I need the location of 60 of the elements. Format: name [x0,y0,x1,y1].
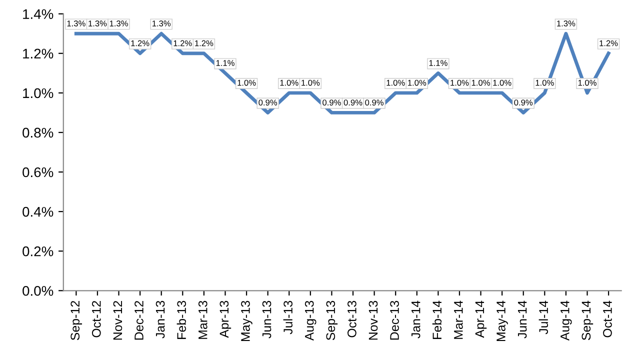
y-tick-label: 0.0% [22,286,54,296]
data-label: 1.0% [408,80,426,86]
data-label: 1.0% [450,80,469,86]
x-tick-label: Nov-13 [368,300,378,340]
x-tick-label: Oct-14 [603,300,612,338]
data-label: 1.0% [238,80,256,86]
x-tick-label: Sep-12 [70,300,82,340]
data-label: 1.2% [131,40,150,46]
y-tick-label: 0.2% [22,246,54,256]
x-tick-label: Jun-14 [518,300,527,338]
data-label: 1.1% [216,60,234,66]
y-tick-label: 0.6% [22,167,54,178]
x-tick-label: Jan-14 [412,300,420,338]
x-tick-label: Jul-13 [283,300,292,334]
x-tick-label: Apr-14 [475,300,487,338]
data-label: 0.9% [365,100,384,106]
y-tick-label: 0.4% [22,206,54,217]
x-tick-label: Aug-13 [304,300,316,341]
x-tick-label: Jun-13 [262,300,272,338]
x-tick-label: Jan-13 [156,300,165,338]
data-label: 1.2% [195,40,214,46]
x-tick-label: Feb-14 [432,300,442,339]
x-tick-label: Apr-13 [220,300,232,338]
data-label: 1.0% [280,80,298,86]
y-tick-label: 1.4% [23,9,54,19]
data-label: 1.0% [493,80,512,86]
x-tick-label: Oct-13 [348,300,356,338]
data-label: 1.3% [557,20,576,26]
data-label: 0.9% [258,100,278,106]
data-label: 1.3% [152,20,171,26]
data-label: 1.3% [67,20,86,26]
data-label: 0.9% [322,100,341,106]
x-tick-label: Sep-14 [582,300,594,340]
x-tick-label: Mar-14 [454,300,463,339]
y-tick-label: 1.2% [23,48,54,58]
data-label: 1.0% [536,80,554,86]
data-label: 1.0% [578,80,596,86]
x-tick-label: Nov-12 [113,300,122,340]
data-label: 1.2% [600,40,618,46]
data-label: 0.9% [344,100,362,106]
y-tick-label: 0.8% [22,128,54,138]
x-tick-label: Dec-12 [134,300,144,340]
data-label: 1.0% [302,80,320,86]
data-label: 1.0% [472,80,490,86]
x-tick-label: Dec-13 [390,300,399,340]
y-tick-label: 1.0% [23,88,54,98]
data-label: 1.0% [386,80,405,86]
data-label: 1.3% [88,20,107,26]
x-tick-label: Aug-14 [560,300,572,341]
data-label: 1.1% [429,60,448,66]
data-label: 1.3% [110,20,128,26]
x-tick-label: Jul-14 [538,300,548,334]
data-label: 1.2% [174,40,192,46]
x-tick-label: May-13 [241,300,252,342]
x-tick-label: May-14 [496,300,508,342]
x-tick-label: Sep-13 [326,300,338,340]
data-label: 0.9% [514,100,533,106]
x-tick-label: Feb-13 [176,300,186,339]
x-tick-label: Oct-12 [92,300,101,338]
x-tick-label: Mar-13 [198,300,208,339]
